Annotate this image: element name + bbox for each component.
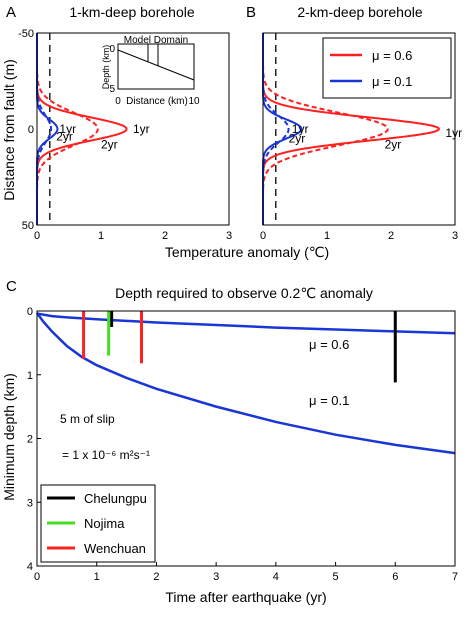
inset-xtick-10: 10: [188, 96, 200, 107]
legend-label-wenchuan: Wenchuan: [84, 541, 146, 556]
panel-b-frame: [262, 32, 456, 226]
panel-c-ytick-0: 0: [27, 306, 33, 318]
panel-b-xtick-0: 0: [260, 230, 266, 242]
panel-c-xticks: 0 1 2 3 4 5 6 7: [34, 562, 458, 583]
panel-a-ytick-mid: 0: [28, 124, 34, 136]
note-diffusivity: = 1 x 10⁻⁶ m²s⁻¹: [62, 448, 150, 462]
panel-c-letter: C: [6, 278, 17, 295]
panel-b-title: 2-km-deep borehole: [297, 4, 423, 20]
inset-ytick-0: 0: [109, 44, 115, 55]
legend-label-chelungpu: Chelungpu: [84, 491, 147, 506]
panel-c-ytick-4: 4: [27, 561, 33, 573]
panel-b-xtick-3: 3: [452, 230, 458, 242]
panel-a-curve-label-0: 1yr: [133, 122, 150, 136]
panel-a-curve-label-3: 2yr: [56, 130, 73, 144]
panel-b-xtick-2: 2: [388, 230, 394, 242]
panel-c-ylabel: Minimum depth (km): [1, 373, 17, 501]
panel-c-xtick-7: 7: [452, 571, 458, 583]
panel-a-series-3: [36, 33, 53, 225]
panel-c-xtick-1: 1: [94, 571, 100, 583]
panel-b-curve-label-2: 1yr: [292, 122, 309, 136]
panel-a-series-2: [36, 33, 59, 225]
inset-title: Model Domain: [124, 35, 188, 46]
panel-c-xtick-5: 5: [333, 571, 339, 583]
panel-b-letter: B: [246, 4, 256, 21]
panel-a-xtick-1: 1: [98, 230, 104, 242]
panel-b-curve-label-1: 2yr: [385, 137, 402, 151]
label-mu-0-1: μ = 0.1: [309, 393, 349, 408]
panel-a-xtick-3: 3: [226, 230, 232, 242]
panel-c-plot: [35, 311, 456, 455]
panel-a-xtick-0: 0: [34, 230, 40, 242]
inset-xtick-0: 0: [115, 96, 121, 107]
panel-c-xtick-4: 4: [273, 571, 279, 583]
panel-a-curve-label-1: 2yr: [101, 137, 118, 151]
panel-c-xtick-2: 2: [153, 571, 159, 583]
inset-frame: [117, 43, 195, 90]
legend-label-nojima: Nojima: [84, 516, 125, 531]
panel-c-xtick-6: 6: [392, 571, 398, 583]
panel-c-legend: Chelungpu Nojima Wenchuan: [40, 484, 156, 563]
panel-c-ytick-2: 2: [27, 434, 33, 446]
panel-c-xlabel: Time after earthquake (yr): [165, 589, 326, 605]
panel-b-curve-label-3: 2yr: [289, 132, 306, 146]
panel-a-title: 1-km-deep borehole: [69, 4, 195, 20]
panel-c-ytick-1: 1: [27, 370, 33, 382]
legend-frame: [322, 37, 452, 99]
panel-c-series-mu-0-1: [35, 312, 456, 455]
panel-b-legend: μ = 0.6 μ = 0.1: [322, 37, 452, 99]
legend-label-mu-0-6: μ = 0.6: [372, 48, 412, 63]
panel-a-frame: [36, 32, 230, 226]
inset-ytick-5: 5: [109, 84, 115, 95]
panel-a-curve-label-2: 1yr: [59, 122, 76, 136]
panel-a-ylabel: Distance from fault (m): [1, 59, 17, 201]
panel-c-yticks: 0 1 2 3 4: [27, 306, 41, 573]
legend-label-mu-0-1: μ = 0.1: [372, 74, 412, 89]
panel-b-xtick-1: 1: [324, 230, 330, 242]
panel-c-series-mu-0-6: [36, 312, 456, 335]
panel-c-ytick-3: 3: [27, 497, 33, 509]
panel-ab-xlabel: Temperature anomaly (℃): [165, 244, 329, 260]
inset-fault-line: [117, 49, 195, 81]
panel-a-ytick-top: -50: [18, 28, 34, 40]
note-slip: 5 m of slip: [60, 412, 115, 426]
panel-c: C Depth required to observe 0.2℃ anomaly…: [1, 278, 458, 605]
inset-xlabel: Distance (km): [126, 96, 188, 107]
panel-b-curve-label-0: 1yr: [445, 126, 462, 140]
inset-model-domain: Model Domain 0 5 0 10 Distance (km) Dept…: [101, 35, 200, 107]
panel-a-letter: A: [6, 4, 16, 21]
panel-c-xtick-0: 0: [34, 571, 40, 583]
inset-ylabel: Depth (km): [101, 45, 111, 90]
panel-c-title: Depth required to observe 0.2℃ anomaly: [115, 285, 373, 301]
panel-a-ytick-bottom: 50: [22, 220, 34, 232]
panel-c-xtick-3: 3: [213, 571, 219, 583]
panel-a-xtick-2: 2: [162, 230, 168, 242]
label-mu-0-6: μ = 0.6: [309, 337, 349, 352]
